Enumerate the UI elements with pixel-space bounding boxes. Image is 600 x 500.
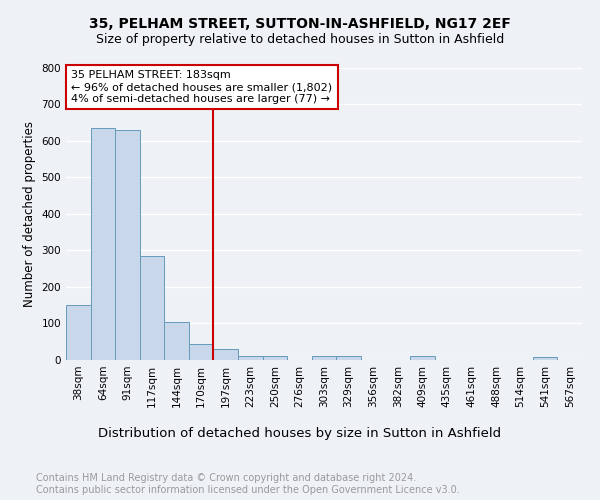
Bar — [263, 356, 287, 360]
Bar — [410, 356, 434, 360]
Text: Size of property relative to detached houses in Sutton in Ashfield: Size of property relative to detached ho… — [96, 34, 504, 46]
Y-axis label: Number of detached properties: Number of detached properties — [23, 120, 36, 306]
Bar — [312, 356, 336, 360]
Text: 35, PELHAM STREET, SUTTON-IN-ASHFIELD, NG17 2EF: 35, PELHAM STREET, SUTTON-IN-ASHFIELD, N… — [89, 18, 511, 32]
Bar — [189, 344, 214, 360]
Bar — [533, 357, 557, 360]
Text: 35 PELHAM STREET: 183sqm
← 96% of detached houses are smaller (1,802)
4% of semi: 35 PELHAM STREET: 183sqm ← 96% of detach… — [71, 70, 332, 104]
Text: Contains HM Land Registry data © Crown copyright and database right 2024.
Contai: Contains HM Land Registry data © Crown c… — [36, 474, 460, 495]
Bar — [164, 322, 189, 360]
Bar — [91, 128, 115, 360]
Bar — [115, 130, 140, 360]
Bar — [140, 256, 164, 360]
Bar — [238, 356, 263, 360]
Text: Distribution of detached houses by size in Sutton in Ashfield: Distribution of detached houses by size … — [98, 428, 502, 440]
Bar — [336, 356, 361, 360]
Bar — [214, 349, 238, 360]
Bar — [66, 305, 91, 360]
